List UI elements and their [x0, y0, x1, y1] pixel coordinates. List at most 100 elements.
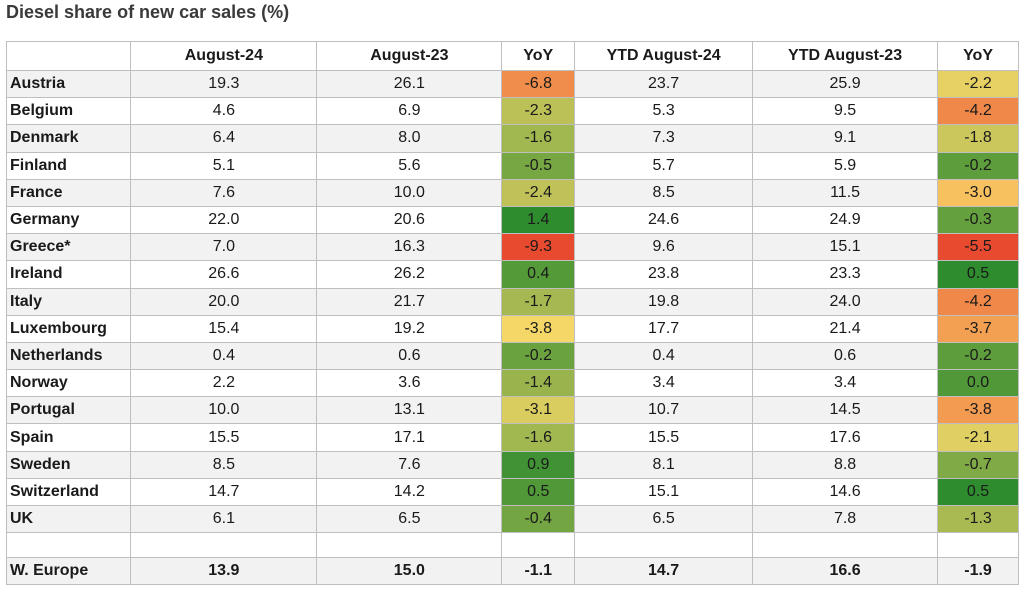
cell-ytd-yoy: -3.8 [937, 396, 1019, 425]
cell-yoy: 0.5 [501, 477, 576, 507]
cell-aug24: 20.0 [130, 287, 318, 316]
cell-ytd-aug24: 7.3 [574, 124, 754, 153]
cell-aug23: 6.5 [316, 504, 503, 534]
table-row: Spain 15.5 17.1 -1.6 15.5 17.6 -2.1 [5, 423, 1019, 452]
cell-aug23: 17.1 [316, 423, 503, 452]
cell-ytd-yoy: 0.5 [937, 260, 1019, 289]
table-row: Finland 5.1 5.6 -0.5 5.7 5.9 -0.2 [5, 151, 1019, 180]
cell-aug23: 16.3 [316, 233, 503, 262]
table-row: Netherlands 0.4 0.6 -0.2 0.4 0.6 -0.2 [5, 341, 1019, 371]
cell-ytd-yoy: -4.2 [937, 97, 1019, 126]
cell-ytd-yoy: -1.8 [937, 124, 1019, 153]
cell-ytd-aug23: 11.5 [752, 178, 939, 207]
cell-aug23: 5.6 [316, 151, 503, 180]
empty-cell [937, 532, 1019, 559]
cell-aug23: 26.2 [316, 260, 503, 289]
cell-country: Denmark [5, 124, 132, 153]
empty-cell [574, 532, 754, 559]
cell-ytd-aug23: 21.4 [752, 314, 939, 343]
cell-ytd-yoy: -2.1 [937, 423, 1019, 452]
cell-country: Portugal [5, 396, 132, 425]
cell-yoy: -9.3 [501, 233, 576, 262]
empty-cell [752, 532, 939, 559]
cell-ytd-yoy: -0.7 [937, 450, 1019, 479]
cell-ytd-aug23: 15.1 [752, 233, 939, 262]
table-body: Austria 19.3 26.1 -6.8 23.7 25.9 -2.2 Belgium 4.… [5, 69, 1019, 586]
cell-country: Finland [5, 151, 132, 180]
cell-aug24: 26.6 [130, 260, 318, 289]
cell-aug24: 7.6 [130, 178, 318, 207]
cell-ytd-aug23: 24.0 [752, 287, 939, 316]
cell-aug23: 21.7 [316, 287, 503, 316]
table-row: Ireland 26.6 26.2 0.4 23.8 23.3 0.5 [5, 260, 1019, 289]
cell-yoy: -1.6 [501, 124, 576, 153]
cell-ytd-aug24: 0.4 [574, 341, 754, 371]
header-ytd-aug23: YTD August-23 [752, 41, 939, 71]
cell-ytd-yoy: -0.2 [937, 151, 1019, 180]
cell-aug24: 15.4 [130, 314, 318, 343]
cell-ytd-yoy: 0.0 [937, 369, 1019, 398]
cell-ytd-aug24: 8.1 [574, 450, 754, 479]
cell-ytd-aug24: 24.6 [574, 205, 754, 235]
table-row: Portugal 10.0 13.1 -3.1 10.7 14.5 -3.8 [5, 396, 1019, 425]
cell-ytd-yoy: -0.2 [937, 341, 1019, 371]
cell-aug24: 6.4 [130, 124, 318, 153]
table-row: Austria 19.3 26.1 -6.8 23.7 25.9 -2.2 [5, 69, 1019, 99]
cell-ytd-aug24: 14.7 [574, 557, 754, 586]
cell-aug23: 0.6 [316, 341, 503, 371]
cell-ytd-aug24: 5.7 [574, 151, 754, 180]
spacer-row [5, 532, 1019, 559]
cell-aug24: 22.0 [130, 205, 318, 235]
table-row: Switzerland 14.7 14.2 0.5 15.1 14.6 0.5 [5, 477, 1019, 507]
cell-country: Netherlands [5, 341, 132, 371]
cell-ytd-yoy: -0.3 [937, 205, 1019, 235]
cell-ytd-aug23: 23.3 [752, 260, 939, 289]
empty-cell [501, 532, 576, 559]
cell-country: France [5, 178, 132, 207]
cell-ytd-aug23: 8.8 [752, 450, 939, 479]
cell-yoy: 0.9 [501, 450, 576, 479]
cell-aug23: 14.2 [316, 477, 503, 507]
cell-ytd-yoy: -3.0 [937, 178, 1019, 207]
cell-yoy: 1.4 [501, 205, 576, 235]
cell-yoy: -0.2 [501, 341, 576, 371]
cell-country: Luxembourg [5, 314, 132, 343]
cell-aug24: 6.1 [130, 504, 318, 534]
cell-aug24: 14.7 [130, 477, 318, 507]
cell-yoy: -3.8 [501, 314, 576, 343]
cell-aug24: 15.5 [130, 423, 318, 452]
table-row: Greece* 7.0 16.3 -9.3 9.6 15.1 -5.5 [5, 233, 1019, 262]
cell-aug23: 15.0 [316, 557, 503, 586]
cell-ytd-yoy: -5.5 [937, 233, 1019, 262]
cell-yoy: -6.8 [501, 69, 576, 99]
cell-ytd-aug23: 16.6 [752, 557, 939, 586]
cell-aug23: 10.0 [316, 178, 503, 207]
cell-ytd-aug23: 5.9 [752, 151, 939, 180]
cell-ytd-aug24: 15.5 [574, 423, 754, 452]
cell-aug23: 7.6 [316, 450, 503, 479]
header-aug23: August-23 [316, 41, 503, 71]
cell-aug24: 19.3 [130, 69, 318, 99]
cell-aug23: 13.1 [316, 396, 503, 425]
cell-country: Norway [5, 369, 132, 398]
cell-ytd-aug23: 17.6 [752, 423, 939, 452]
cell-aug24: 5.1 [130, 151, 318, 180]
cell-ytd-aug24: 3.4 [574, 369, 754, 398]
cell-ytd-aug24: 23.7 [574, 69, 754, 99]
cell-ytd-aug24: 23.8 [574, 260, 754, 289]
cell-yoy: -1.1 [501, 557, 576, 586]
cell-ytd-aug23: 14.6 [752, 477, 939, 507]
cell-country: Italy [5, 287, 132, 316]
cell-ytd-aug23: 14.5 [752, 396, 939, 425]
cell-ytd-aug24: 5.3 [574, 97, 754, 126]
cell-ytd-aug23: 0.6 [752, 341, 939, 371]
cell-country: Greece* [5, 233, 132, 262]
empty-cell [316, 532, 503, 559]
chart-title: Diesel share of new car sales (%) [6, 2, 290, 22]
header-ytd-yoy: YoY [937, 41, 1019, 71]
cell-yoy: -1.7 [501, 287, 576, 316]
cell-yoy: -2.4 [501, 178, 576, 207]
cell-aug23: 26.1 [316, 69, 503, 99]
cell-ytd-yoy: -4.2 [937, 287, 1019, 316]
table-row: Norway 2.2 3.6 -1.4 3.4 3.4 0.0 [5, 369, 1019, 398]
